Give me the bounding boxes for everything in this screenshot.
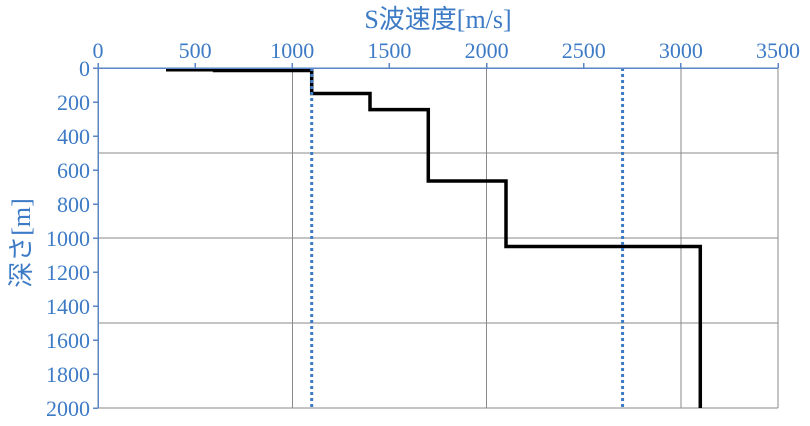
x-tick-label: 1000 [270, 38, 314, 63]
y-tick-label: 1000 [46, 226, 90, 251]
data-series [166, 67, 703, 408]
x-tick-label: 1500 [367, 38, 411, 63]
y-tick-label: 2000 [46, 396, 90, 421]
x-tick-label: 0 [93, 38, 104, 63]
x-tick-label: 500 [179, 38, 212, 63]
y-tick-label: 1800 [46, 362, 90, 387]
grid-lines [98, 68, 779, 409]
x-tick-label: 3500 [756, 38, 800, 63]
y-tick-label: 0 [79, 56, 90, 81]
y-tick-label: 600 [57, 158, 90, 183]
y-tick-label: 800 [57, 192, 90, 217]
y-tick-label: 1600 [46, 328, 90, 353]
y-tick-label: 1200 [46, 260, 90, 285]
tick-labels: 0 500 1000 1500 2000 2500 3000 3500 0 200 400 600 80… [46, 38, 800, 421]
y-tick-label: 1400 [46, 294, 90, 319]
x-axis-title: S波速度[m/s] [364, 5, 511, 34]
y-axis-title: 深さ[m] [7, 198, 36, 288]
x-tick-label: 3000 [659, 38, 703, 63]
x-tick-label: 2000 [465, 38, 509, 63]
axes [93, 63, 779, 409]
velocity-profile-line [166, 67, 703, 408]
x-tick-label: 2500 [562, 38, 606, 63]
y-tick-label: 400 [57, 124, 90, 149]
y-tick-label: 200 [57, 90, 90, 115]
